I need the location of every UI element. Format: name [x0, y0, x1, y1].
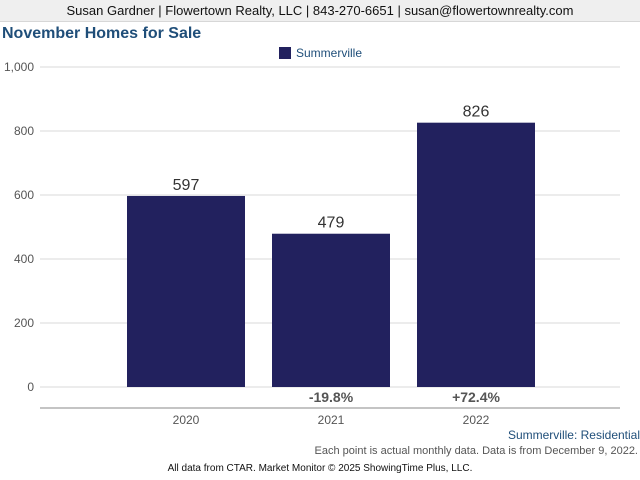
x-axis-labels: 2020 2021 2022: [173, 413, 490, 427]
x-tick-label: 2022: [463, 413, 490, 427]
chart-legend: Summerville: [279, 45, 362, 61]
change-label: -19.8%: [309, 389, 354, 405]
y-tick-label: 0: [27, 380, 34, 394]
bar-2021: [272, 233, 390, 387]
contact-banner: Susan Gardner | Flowertown Realty, LLC |…: [0, 0, 640, 22]
y-tick-label: 600: [14, 188, 34, 202]
data-note: Each point is actual monthly data. Data …: [314, 445, 638, 457]
change-labels: -19.8% +72.4%: [309, 389, 501, 405]
y-tick-label: 400: [14, 252, 34, 266]
bar-value-label: 826: [463, 104, 490, 121]
y-axis-ticks: 0 200 400 600 800 1,000: [4, 60, 34, 394]
x-tick-label: 2020: [173, 413, 200, 427]
bar-value-label: 597: [173, 177, 200, 194]
bar-2022: [417, 122, 535, 388]
x-tick-label: 2021: [318, 413, 345, 427]
legend-label: Summerville: [296, 46, 363, 60]
bar-value-labels: 597 479 826: [173, 104, 490, 232]
bars: [127, 122, 535, 388]
bar-2020: [127, 195, 245, 387]
legend-swatch: [279, 47, 291, 59]
y-tick-label: 800: [14, 124, 34, 138]
y-tick-label: 1,000: [4, 60, 34, 74]
copyright-line: All data from CTAR. Market Monitor © 202…: [167, 463, 473, 474]
chart-title: November Homes for Sale: [2, 25, 202, 42]
source-label: Summerville: Residential: [507, 428, 640, 442]
bar-value-label: 479: [318, 215, 345, 232]
y-tick-label: 200: [14, 316, 34, 330]
change-label: +72.4%: [452, 389, 500, 405]
